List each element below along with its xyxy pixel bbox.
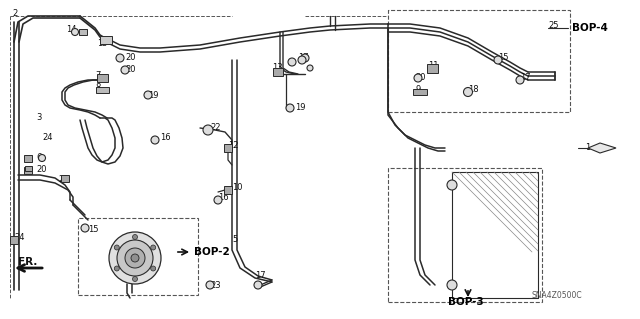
Text: 7: 7	[95, 71, 100, 80]
Circle shape	[150, 245, 156, 250]
Circle shape	[121, 66, 129, 74]
Circle shape	[286, 104, 294, 112]
Circle shape	[447, 180, 457, 190]
Text: 15: 15	[498, 54, 509, 63]
Circle shape	[447, 280, 457, 290]
Text: 11: 11	[428, 61, 438, 70]
Circle shape	[150, 266, 156, 271]
Bar	[413, 89, 427, 95]
Circle shape	[38, 154, 45, 161]
Circle shape	[81, 224, 89, 232]
Text: BOP-2: BOP-2	[194, 247, 230, 257]
Circle shape	[117, 240, 153, 276]
Circle shape	[144, 91, 152, 99]
Circle shape	[494, 56, 502, 64]
Circle shape	[132, 277, 138, 281]
Bar	[224, 144, 232, 152]
Text: 3: 3	[36, 114, 42, 122]
Text: 6: 6	[36, 153, 42, 162]
Circle shape	[206, 281, 214, 289]
Circle shape	[109, 232, 161, 284]
Bar	[24, 166, 31, 170]
Circle shape	[115, 245, 119, 250]
Text: 25: 25	[548, 20, 559, 29]
Circle shape	[203, 125, 213, 135]
Bar	[97, 74, 108, 82]
Bar	[100, 36, 112, 44]
Text: 16: 16	[160, 133, 171, 143]
Bar	[79, 29, 87, 35]
Circle shape	[151, 136, 159, 144]
Text: 19: 19	[148, 91, 159, 100]
Bar	[95, 87, 109, 93]
Circle shape	[125, 248, 145, 268]
Circle shape	[307, 65, 313, 71]
Circle shape	[516, 76, 524, 84]
Text: 8: 8	[95, 84, 100, 93]
Text: 15: 15	[97, 39, 108, 48]
Text: 20: 20	[36, 166, 47, 174]
Text: 9: 9	[415, 85, 420, 94]
Text: 14: 14	[66, 26, 77, 34]
Circle shape	[414, 74, 422, 82]
Text: 17: 17	[298, 54, 308, 63]
Text: 17: 17	[520, 73, 531, 83]
Text: 21: 21	[58, 175, 68, 184]
Bar	[388, 168, 542, 302]
Bar	[24, 167, 32, 174]
Bar	[388, 10, 570, 112]
Bar	[61, 174, 69, 182]
Bar	[224, 186, 232, 194]
Circle shape	[463, 87, 472, 97]
Text: 23: 23	[210, 280, 221, 290]
Bar	[426, 63, 438, 72]
Text: 18: 18	[468, 85, 479, 94]
Text: 12: 12	[228, 140, 239, 150]
Bar	[10, 236, 18, 244]
Text: 2: 2	[12, 10, 17, 19]
Circle shape	[132, 234, 138, 240]
Text: 24: 24	[14, 234, 24, 242]
Text: BOP-3: BOP-3	[448, 297, 484, 307]
Text: 20: 20	[125, 54, 136, 63]
Circle shape	[116, 54, 124, 62]
Bar	[78, 218, 198, 295]
Circle shape	[131, 254, 139, 262]
Text: 16: 16	[218, 194, 228, 203]
Text: 20: 20	[125, 65, 136, 75]
Text: 17: 17	[255, 271, 266, 280]
Circle shape	[214, 196, 222, 204]
Bar	[273, 68, 283, 76]
Text: SNA4Z0500C: SNA4Z0500C	[532, 292, 582, 300]
Circle shape	[72, 28, 79, 35]
Text: 1: 1	[585, 144, 590, 152]
Text: BOP-4: BOP-4	[572, 23, 608, 33]
Text: 15: 15	[88, 226, 99, 234]
Polygon shape	[588, 143, 616, 153]
Text: 19: 19	[295, 103, 305, 113]
Text: 22: 22	[210, 123, 221, 132]
Circle shape	[254, 281, 262, 289]
Text: 10: 10	[232, 183, 243, 192]
Text: 24: 24	[42, 133, 52, 143]
Circle shape	[288, 58, 296, 66]
Text: FR.: FR.	[18, 257, 37, 267]
Circle shape	[301, 54, 309, 62]
Text: 5: 5	[232, 235, 237, 244]
Bar	[24, 154, 32, 161]
Text: 13: 13	[272, 63, 283, 72]
Circle shape	[115, 266, 119, 271]
Text: 20: 20	[415, 73, 426, 83]
Circle shape	[298, 56, 306, 64]
